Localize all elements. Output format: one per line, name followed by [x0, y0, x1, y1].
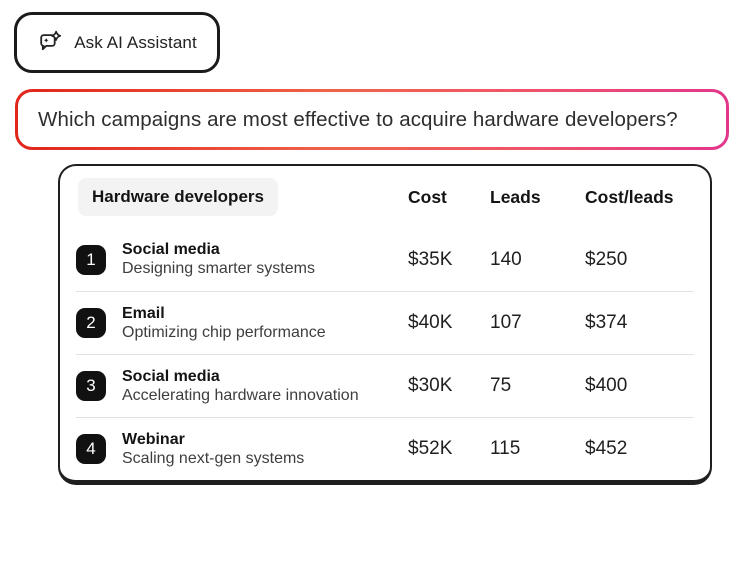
ask-ai-assistant-label: Ask AI Assistant: [74, 32, 197, 52]
leads-value: 115: [490, 438, 521, 459]
table-row[interactable]: 4 Webinar Scaling next-gen systems $52K …: [76, 417, 694, 480]
cost-per-lead-value: $452: [585, 438, 628, 459]
rank-badge: 1: [76, 244, 106, 275]
campaign-cell: 2 Email Optimizing chip performance: [76, 305, 408, 342]
table-row[interactable]: 2 Email Optimizing chip performance $40K…: [76, 291, 694, 354]
table-row[interactable]: 3 Social media Accelerating hardware inn…: [76, 354, 694, 417]
column-header-cost-per-lead: Cost/leads: [585, 186, 674, 207]
campaign-cell: 3 Social media Accelerating hardware inn…: [76, 368, 408, 405]
ai-question-bar[interactable]: Which campaigns are most effective to ac…: [15, 89, 729, 150]
campaign-name: Optimizing chip performance: [122, 323, 326, 341]
ai-chat-sparkle-icon: [37, 30, 64, 56]
channel-label: Email: [122, 304, 165, 322]
leads-value: 75: [490, 375, 512, 396]
rank-badge: 4: [76, 434, 106, 464]
campaign-cell: 4 Webinar Scaling next-gen systems: [76, 431, 408, 468]
campaign-name: Scaling next-gen systems: [122, 449, 305, 467]
cost-value: $52K: [408, 438, 453, 459]
cost-per-lead-value: $250: [585, 248, 628, 270]
campaign-name: Designing smarter systems: [122, 260, 315, 277]
rank-badge: 3: [76, 371, 106, 401]
ask-ai-assistant-button[interactable]: Ask AI Assistant: [14, 12, 220, 73]
cost-value: $40K: [408, 312, 453, 333]
leads-value: 107: [490, 312, 522, 333]
ai-question-bar-inner: Which campaigns are most effective to ac…: [18, 92, 726, 147]
table-row[interactable]: 1 Social media Designing smarter systems…: [76, 228, 694, 291]
channel-label: Social media: [122, 241, 220, 258]
audience-pill: Hardware developers: [78, 178, 278, 216]
leads-value: 140: [490, 248, 522, 270]
column-header-cost: Cost: [408, 186, 447, 207]
campaign-name: Accelerating hardware innovation: [122, 386, 359, 404]
campaign-cell: 1 Social media Designing smarter systems: [76, 241, 408, 278]
channel-label: Webinar: [122, 430, 185, 448]
rank-badge: 2: [76, 308, 106, 338]
channel-label: Social media: [122, 367, 220, 385]
cost-value: $35K: [408, 248, 453, 270]
campaign-results-card: Hardware developers Cost Leads Cost/lead…: [58, 164, 712, 485]
question-text: Which campaigns are most effective to ac…: [38, 107, 678, 131]
table-header-row: Hardware developers Cost Leads Cost/lead…: [76, 166, 694, 228]
cost-per-lead-value: $400: [585, 375, 628, 396]
cost-per-lead-value: $374: [585, 312, 628, 333]
column-header-leads: Leads: [490, 186, 541, 207]
cost-value: $30K: [408, 375, 453, 396]
